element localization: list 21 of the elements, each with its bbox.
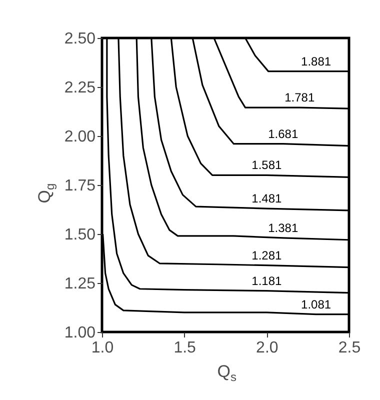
y-tick-label: 1.50 [64,226,96,244]
y-tick-label: 1.25 [64,276,96,292]
series-label: 1.081 [301,297,332,312]
x-tick-label: 2.5 [338,340,361,356]
series-label: 1.581 [252,158,282,172]
x-tick-label: 1.5 [174,340,196,356]
y-tick-label: 2.50 [64,30,96,48]
series-label: 1.281 [252,248,282,262]
series-label: 1.181 [252,274,282,288]
x-tick-label: 1.0 [91,340,114,356]
y-axis-title: Qg [35,183,57,204]
y-tick-label: 2.25 [64,80,96,96]
x-tick-label: 2.0 [256,340,278,356]
series-label: 1.781 [284,90,315,105]
y-tick-label: 2.00 [64,128,96,146]
series-label: 1.381 [268,220,298,235]
series-label: 1.481 [252,192,282,206]
y-tick-label: 1.75 [64,178,96,194]
series-label: 1.881 [301,54,332,68]
y-tick-label: 1.00 [64,324,96,342]
series-label: 1.681 [268,126,298,141]
